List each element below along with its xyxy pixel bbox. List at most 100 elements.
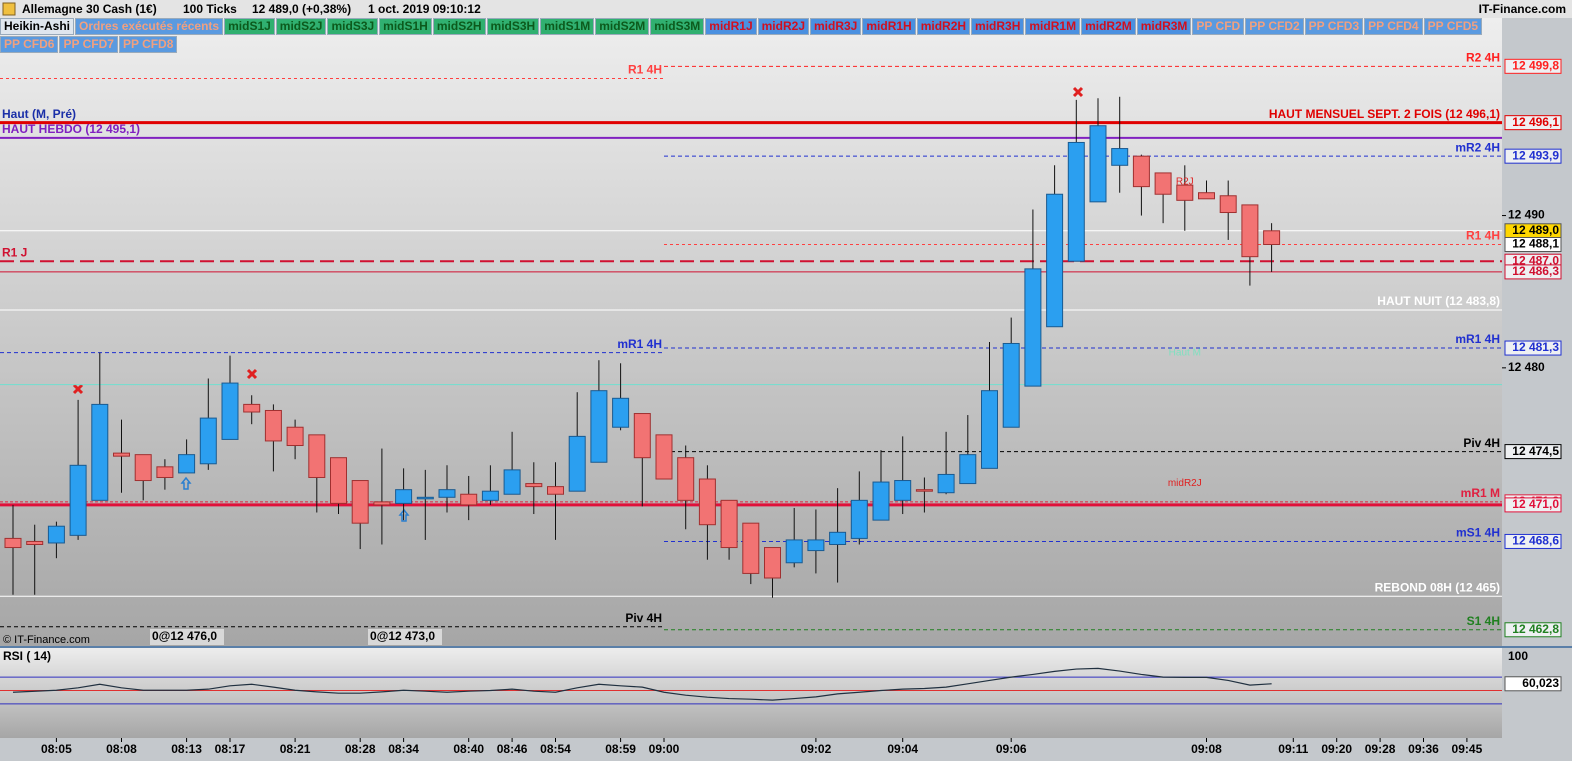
candle-body <box>69 464 87 536</box>
price-box <box>1504 148 1562 164</box>
toolbar-button[interactable]: midS3M <box>650 18 705 35</box>
candle-body <box>286 426 304 447</box>
toolbar-button[interactable]: midR3H <box>971 18 1025 35</box>
x-tick-label: 08:54 <box>540 742 571 756</box>
candle-body <box>525 483 543 488</box>
toolbar-button[interactable]: midS2H <box>432 18 486 35</box>
candle-body <box>677 457 695 501</box>
toolbar-button[interactable]: midS1J <box>224 18 275 35</box>
candle-body <box>178 454 196 474</box>
toolbar-button[interactable]: midS2M <box>595 18 650 35</box>
candle-body <box>829 531 847 545</box>
toolbar-button[interactable]: midR1M <box>1025 18 1081 35</box>
price-box-label: 12 496,1 <box>1512 115 1559 129</box>
toolbar-button[interactable]: midS3J <box>327 18 379 35</box>
toolbar-button[interactable]: midR2M <box>1081 18 1136 35</box>
candle-body <box>243 403 261 413</box>
price-box <box>1504 340 1562 356</box>
order-label: 0@12 473,0 <box>370 629 435 643</box>
price-box-label: 12 462,8 <box>1512 622 1559 636</box>
candle-body <box>720 499 738 549</box>
candle-body <box>264 409 282 442</box>
x-tick-label: 09:36 <box>1408 742 1439 756</box>
x-tick-label: 08:28 <box>345 742 376 756</box>
candle-body <box>785 539 803 564</box>
x-tick-label: 09:20 <box>1321 742 1352 756</box>
toolbar-button[interactable]: midR3J <box>810 18 862 35</box>
timestamp: 1 oct. 2019 09:10:12 <box>368 2 481 16</box>
x-tick-label: 08:40 <box>453 742 484 756</box>
toolbar-button[interactable]: PP CFD2 <box>1245 18 1304 35</box>
toolbar-button[interactable]: PP CFD6 <box>0 36 59 53</box>
price-box <box>1504 115 1562 131</box>
candle-body <box>308 434 326 478</box>
x-tick-label: 08:13 <box>171 742 202 756</box>
toolbar-button[interactable]: PP CFD8 <box>118 36 178 53</box>
annotation: midR2J <box>1168 478 1202 489</box>
price-box-label: 12 488,1 <box>1512 237 1559 251</box>
copyright: © IT-Finance.com <box>3 634 90 646</box>
x-tick-label: 08:17 <box>215 742 246 756</box>
candle-body <box>1241 204 1259 258</box>
candle-body <box>764 547 781 579</box>
axis-panel <box>1502 18 1572 738</box>
candle-body <box>156 466 174 478</box>
x-tick-label: 08:59 <box>605 742 636 756</box>
toolbar-button[interactable]: midR2H <box>916 18 971 35</box>
toolbar-button[interactable]: midR2J <box>757 18 809 35</box>
candle-body <box>742 522 760 574</box>
price-box-label: 12 487,0 <box>1512 253 1559 267</box>
level-label: R1 J <box>2 245 27 259</box>
price-box-label: 12 481,3 <box>1512 340 1559 354</box>
candle-body <box>1132 155 1150 188</box>
annotation: R2J <box>1176 177 1194 188</box>
rsi-panel <box>0 647 1502 738</box>
candle-body <box>1111 148 1129 166</box>
candle-body <box>1024 268 1042 387</box>
level-label: R2 4H <box>1466 50 1500 64</box>
toolbar-button[interactable]: midS2J <box>275 18 327 35</box>
toolbar-button[interactable]: midS1M <box>540 18 595 35</box>
candle-body <box>655 434 673 480</box>
toolbar-button[interactable]: midS1H <box>379 18 432 35</box>
toolbar-button[interactable]: PP CFD4 <box>1364 18 1423 35</box>
candle-body <box>416 496 434 500</box>
annotation: Haut M <box>1169 347 1201 358</box>
x-tick-label: 09:02 <box>801 742 832 756</box>
candle-body <box>872 481 890 521</box>
x-tick-label: 08:34 <box>388 742 419 756</box>
candle-body <box>568 435 586 492</box>
rsi-title: RSI ( 14) <box>3 649 51 663</box>
toolbar-button[interactable]: PP CFD7 <box>59 36 118 53</box>
toolbar-button[interactable]: PP CFD3 <box>1304 18 1364 35</box>
price-box-label: 12 493,9 <box>1512 148 1559 162</box>
level-label: REBOND 08H (12 465) <box>1375 580 1500 594</box>
price-box-label: 12 474,5 <box>1512 444 1559 458</box>
candle-body <box>1198 192 1215 200</box>
indicator-toolbar: Heikin-Ashi Ordres exécutés récents midS1J… <box>0 18 1505 54</box>
toolbar-button[interactable]: midR1H <box>862 18 916 35</box>
price-box <box>1504 533 1562 549</box>
candle-body <box>221 382 239 440</box>
toolbar-button[interactable]: midR1J <box>705 18 757 35</box>
candle-body <box>590 390 608 463</box>
toolbar-button[interactable]: midS3H <box>486 18 540 35</box>
level-label: Piv 4H <box>625 611 662 625</box>
toolbar-button[interactable]: Ordres exécutés récents <box>75 18 224 35</box>
toolbar-button[interactable]: PP CFD <box>1192 18 1245 35</box>
candle-body <box>612 397 630 428</box>
x-tick-label: 09:45 <box>1452 742 1483 756</box>
x-tick-label: 09:06 <box>996 742 1027 756</box>
level-label: HAUT MENSUEL SEPT. 2 FOIS (12 496,1) <box>1269 107 1500 121</box>
candle-body <box>937 473 955 494</box>
toolbar-button[interactable]: midR3M <box>1136 18 1192 35</box>
candle-body <box>351 480 369 524</box>
y-tick-label: 12 480 <box>1508 360 1545 374</box>
rsi-tick-label: 100 <box>1508 649 1528 663</box>
last-price: 12 489,0 (+0,38%) <box>252 2 351 16</box>
signal-markers <box>72 86 1084 395</box>
toolbar-button[interactable]: PP CFD5 <box>1423 18 1483 35</box>
level-label: mR1 4H <box>617 337 662 351</box>
candle-body <box>1067 141 1085 262</box>
toolbar-button[interactable]: Heikin-Ashi <box>0 18 75 35</box>
